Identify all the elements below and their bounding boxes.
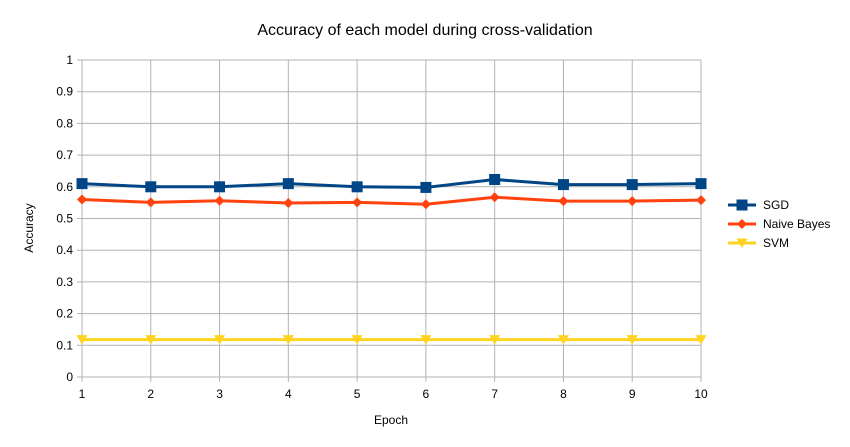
data-point <box>145 197 156 208</box>
series-svm <box>76 335 707 345</box>
y-tick-label: 1 <box>66 53 73 67</box>
data-point <box>695 178 707 190</box>
x-tick-label: 4 <box>285 387 292 401</box>
y-tick-label: 0.3 <box>56 275 73 289</box>
x-tick-label: 7 <box>491 387 498 401</box>
x-tick-label: 10 <box>694 387 708 401</box>
y-axis-label: Accuracy <box>22 203 36 252</box>
data-point <box>145 335 157 345</box>
series-sgd <box>76 174 707 193</box>
data-point <box>351 181 363 193</box>
data-point <box>627 196 638 207</box>
y-tick-label: 0.8 <box>56 116 73 130</box>
x-tick-label: 1 <box>79 387 86 401</box>
x-tick-label: 8 <box>560 387 567 401</box>
data-point <box>489 174 501 186</box>
data-point <box>76 178 88 190</box>
data-point <box>696 195 706 206</box>
series-line <box>81 178 702 189</box>
y-tick-label: 0.9 <box>56 85 73 99</box>
x-axis-label: Epoch <box>374 413 408 427</box>
y-tick-label: 0.6 <box>56 180 73 194</box>
data-point <box>282 335 294 345</box>
x-tick-label: 3 <box>216 387 223 401</box>
y-tick-label: 0.1 <box>56 338 73 352</box>
data-point <box>558 196 569 207</box>
legend-label: SVM <box>763 236 789 250</box>
data-point <box>695 335 707 345</box>
series-group <box>76 174 707 345</box>
x-tick-label: 9 <box>629 387 636 401</box>
y-tick-label: 0.7 <box>56 148 73 162</box>
y-tick-label: 0.5 <box>56 212 73 226</box>
data-point <box>351 335 363 345</box>
data-point <box>77 194 87 205</box>
data-point <box>420 181 432 193</box>
data-point <box>557 335 569 345</box>
data-point <box>420 335 432 345</box>
series-naive-bayes <box>77 192 706 210</box>
legend: SGD Naive Bayes SVM <box>728 198 830 250</box>
data-point <box>420 199 431 210</box>
legend-label: Naive Bayes <box>763 217 830 231</box>
x-tick-label: 2 <box>147 387 154 401</box>
data-point <box>214 195 225 206</box>
data-point <box>145 181 157 193</box>
gridlines <box>77 59 702 382</box>
series-line <box>81 195 702 206</box>
data-point <box>557 179 569 191</box>
y-tick-label: 0 <box>66 370 73 384</box>
data-point <box>76 335 88 345</box>
data-point <box>626 179 638 191</box>
legend-label: SGD <box>763 198 789 212</box>
legend-marker <box>736 238 748 248</box>
x-tick-labels: 1 2 3 4 5 6 7 8 9 10 <box>79 387 708 401</box>
legend-marker <box>737 219 747 229</box>
x-tick-label: 6 <box>423 387 430 401</box>
chart-title: Accuracy of each model during cross-vali… <box>257 22 592 39</box>
data-point <box>489 335 501 345</box>
y-tick-labels: 0 0.1 0.2 0.3 0.4 0.5 0.6 0.7 0.8 0.9 1 <box>56 53 73 384</box>
data-point <box>214 181 226 193</box>
data-point <box>214 335 226 345</box>
legend-marker <box>736 199 748 211</box>
data-point <box>282 178 294 190</box>
data-point <box>626 335 638 345</box>
y-tick-label: 0.4 <box>56 243 73 257</box>
x-tick-label: 5 <box>354 387 361 401</box>
data-point <box>489 192 500 203</box>
data-point <box>283 197 294 208</box>
y-tick-label: 0.2 <box>56 307 73 321</box>
data-point <box>352 197 363 208</box>
